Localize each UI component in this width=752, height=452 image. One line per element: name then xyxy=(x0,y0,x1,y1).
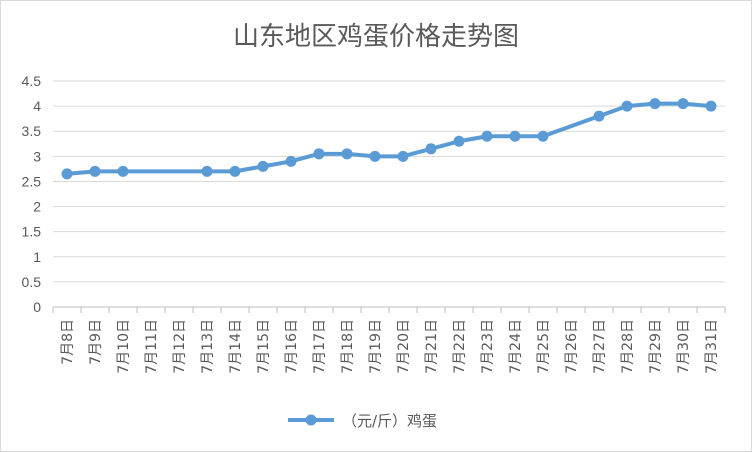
data-point xyxy=(621,100,633,112)
x-tick-label: 7月8日 xyxy=(60,319,76,365)
data-point xyxy=(61,168,73,180)
x-axis-ticks: 7月8日 7月9日 7月10日 7月11日 7月12日 7月13日 7月14日 7月15日 7月… xyxy=(52,307,726,374)
series-line xyxy=(65,101,713,176)
data-point xyxy=(285,155,297,167)
series-line-layer xyxy=(61,98,717,180)
x-tick-label: 7月22日 xyxy=(452,319,468,374)
x-tick-label: 7月12日 xyxy=(172,319,188,374)
data-point xyxy=(453,135,465,147)
gridlines xyxy=(53,80,725,308)
x-tick-label: 7月21日 xyxy=(424,319,440,374)
x-tick-label: 7月16日 xyxy=(284,319,300,374)
data-point xyxy=(229,165,241,177)
x-tick-label: 7月26日 xyxy=(564,319,580,374)
data-point xyxy=(481,130,493,142)
y-tick-label: 4 xyxy=(33,98,41,114)
y-tick-label: 1.5 xyxy=(22,224,42,240)
x-tick-label: 7月30日 xyxy=(676,319,692,374)
y-tick-label: 4.5 xyxy=(22,73,42,89)
data-point xyxy=(397,150,409,162)
legend-label: （元/斤）鸡蛋 xyxy=(342,412,437,430)
y-tick-label: 1 xyxy=(33,249,41,265)
x-tick-label: 7月29日 xyxy=(648,319,664,374)
y-tick-label: 3 xyxy=(33,148,41,164)
x-tick-label: 7月31日 xyxy=(704,319,720,374)
data-point xyxy=(201,165,213,177)
x-tick-label: 7月25日 xyxy=(536,319,552,374)
data-point xyxy=(257,160,269,172)
chart-title: 山东地区鸡蛋价格走势图 xyxy=(233,22,519,52)
x-tick-label: 7月11日 xyxy=(144,319,160,374)
x-tick-label: 7月23日 xyxy=(480,319,496,374)
x-tick-label: 7月19日 xyxy=(368,319,384,374)
x-tick-label: 7月10日 xyxy=(116,319,132,374)
x-tick-label: 7月28日 xyxy=(620,319,636,374)
data-point xyxy=(537,130,549,142)
y-tick-label: 3.5 xyxy=(22,123,42,139)
x-tick-label: 7月20日 xyxy=(396,319,412,374)
y-tick-label: 0 xyxy=(33,299,41,315)
data-point xyxy=(425,143,437,155)
x-tick-label: 7月18日 xyxy=(340,319,356,374)
y-tick-label: 0.5 xyxy=(22,274,42,290)
x-tick-label: 7月27日 xyxy=(592,319,608,374)
x-tick-label: 7月13日 xyxy=(200,319,216,374)
data-point xyxy=(649,98,661,110)
data-point xyxy=(117,165,129,177)
data-point xyxy=(89,165,101,177)
y-axis-ticks: 0 0.5 1 1.5 2 2.5 3 3.5 4 4.5 xyxy=(22,73,42,315)
data-point xyxy=(369,150,381,162)
data-point xyxy=(705,100,717,112)
x-tick-label: 7月9日 xyxy=(88,319,104,365)
data-point xyxy=(313,148,325,160)
x-tick-label: 7月14日 xyxy=(228,319,244,374)
data-point xyxy=(677,98,689,110)
y-tick-label: 2 xyxy=(33,199,41,215)
legend-point-marker xyxy=(305,414,317,426)
data-point xyxy=(341,148,353,160)
x-tick-label: 7月24日 xyxy=(508,319,524,374)
x-tick-label: 7月17日 xyxy=(312,319,328,374)
x-tick-label: 7月15日 xyxy=(256,319,272,374)
y-tick-label: 2.5 xyxy=(22,173,42,189)
data-point xyxy=(593,110,605,122)
data-point xyxy=(509,130,521,142)
legend: （元/斤）鸡蛋 xyxy=(288,412,437,430)
